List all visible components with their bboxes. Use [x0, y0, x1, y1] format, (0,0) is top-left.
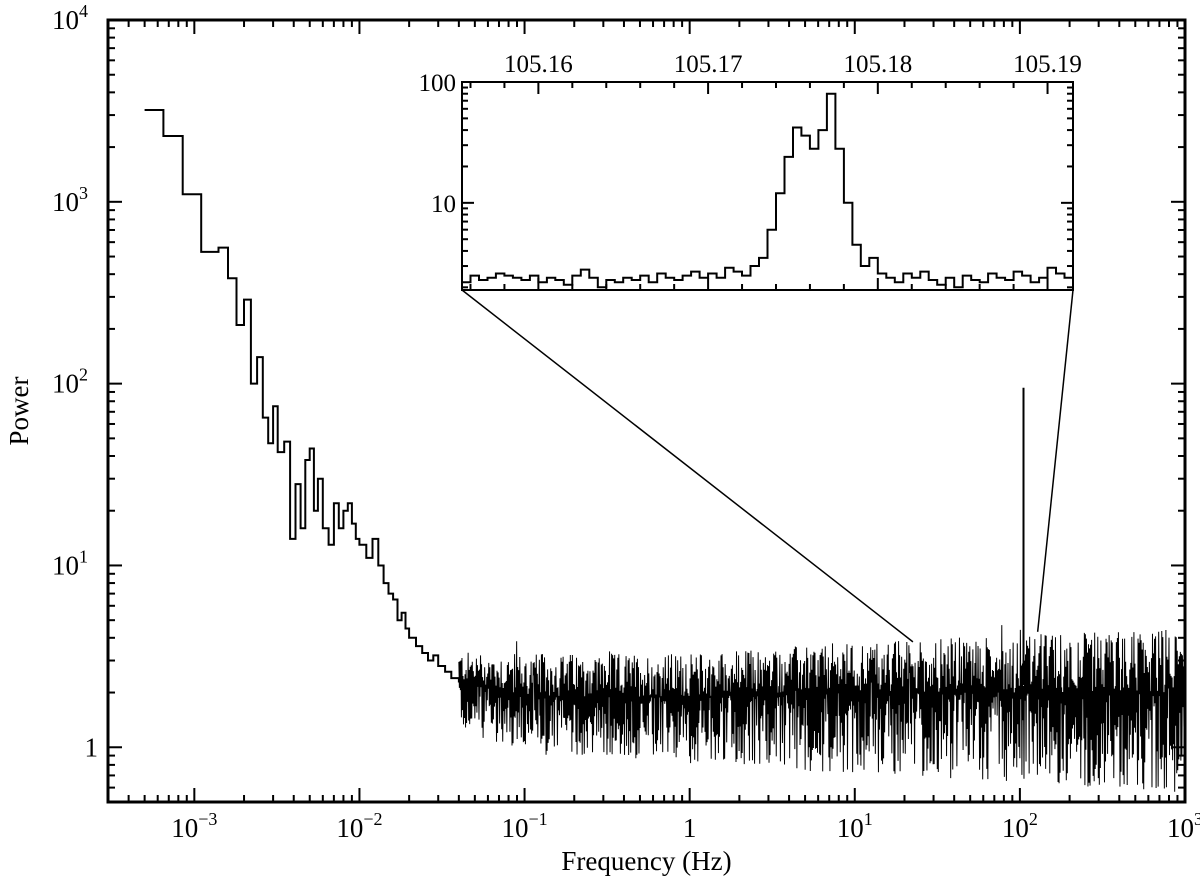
inset-x-tick-label: 105.19	[1013, 51, 1082, 78]
x-tick-label: 10−3	[171, 809, 217, 843]
x-tick-label-base: 10	[336, 813, 363, 843]
x-tick-label-exponent: 3	[1194, 809, 1200, 829]
inset-y-tick-label: 10	[431, 191, 456, 218]
inset-series-steps	[462, 92, 1073, 289]
y-tick-label-base: 10	[52, 187, 79, 217]
y-tick-label-exponent: 3	[79, 183, 88, 203]
y-tick-label-base: 10	[52, 550, 79, 580]
y-tick-label-base: 10	[52, 5, 79, 35]
x-tick-label: 1	[683, 813, 697, 843]
x-tick-label: 10−1	[501, 809, 547, 843]
inset-y-tick-label: 100	[419, 70, 457, 97]
x-tick-label: 102	[1002, 809, 1038, 843]
x-tick-label-base: 10	[171, 813, 198, 843]
inset-x-tick-label: 105.18	[843, 51, 912, 78]
y-tick-label-base: 10	[52, 369, 79, 399]
y-tick-label: 101	[52, 546, 88, 580]
main-series-steps	[144, 109, 463, 683]
main-x-axis: 10−3 10−2 10−1 1 101 102 103	[107, 20, 1200, 843]
x-tick-label-base: 1	[683, 813, 697, 843]
inset-x-tick-label: 105.17	[674, 51, 743, 78]
x-tick-label: 103	[1167, 809, 1200, 843]
inset-x-tick-label: 105.16	[504, 51, 573, 78]
zoom-line-left	[461, 289, 914, 643]
y-tick-label-exponent: 1	[79, 546, 88, 566]
main-series-noise	[458, 625, 1186, 792]
x-tick-label-exponent: 2	[1029, 809, 1038, 829]
x-tick-label-base: 10	[1002, 813, 1029, 843]
x-tick-label-base: 10	[1167, 813, 1194, 843]
inset-y-axis: 100 10	[419, 70, 1073, 289]
x-tick-label-exponent: −1	[528, 809, 547, 829]
zoom-line-right	[1036, 289, 1074, 632]
inset-x-axis: 105.16 105.17 105.18 105.19	[469, 51, 1082, 290]
x-axis-title: Frequency (Hz)	[561, 846, 731, 876]
inset-plot: 105.16 105.17 105.18 105.19 100 10	[419, 51, 1082, 291]
y-tick-label: 104	[52, 1, 88, 35]
x-tick-label-base: 10	[501, 813, 528, 843]
x-tick-label-base: 10	[837, 813, 864, 843]
x-tick-label-exponent: −3	[198, 809, 217, 829]
x-tick-label: 101	[837, 809, 873, 843]
y-tick-label: 103	[52, 183, 88, 217]
y-tick-label: 102	[52, 365, 88, 399]
zoom-connector-lines	[461, 289, 1074, 643]
y-tick-label-exponent: 2	[79, 365, 88, 385]
y-tick-label-exponent: 4	[79, 1, 88, 21]
x-tick-label: 10−2	[336, 809, 382, 843]
inset-plot-frame	[461, 81, 1074, 291]
x-tick-label-exponent: −2	[363, 809, 382, 829]
x-tick-label-exponent: 1	[864, 809, 873, 829]
y-axis-title: Power	[4, 377, 34, 446]
y-tick-label: 1	[85, 732, 99, 762]
